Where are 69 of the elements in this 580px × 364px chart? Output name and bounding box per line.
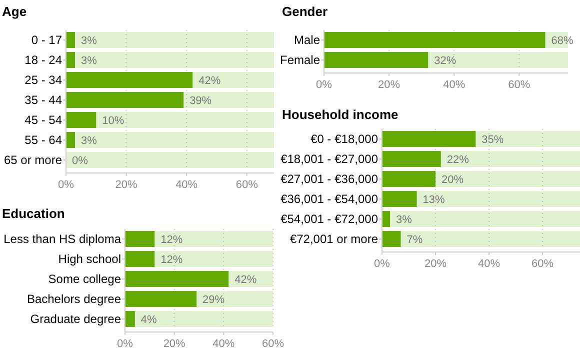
data-label: 12%: [160, 234, 183, 246]
x-tick-label: 20%: [163, 338, 186, 350]
y-tick-label: Some college: [48, 272, 122, 286]
x-tick-label: 60%: [508, 79, 530, 91]
chart-title: Gender: [282, 4, 328, 19]
x-tick-label: 20%: [378, 79, 400, 91]
x-tick-label: 40%: [443, 79, 466, 91]
data-label: 12%: [160, 254, 183, 266]
y-tick-label: 35 - 44: [24, 93, 62, 108]
y-tick-label: Less than HS diploma: [4, 232, 122, 246]
y-tick-label: 65 or more: [4, 153, 62, 168]
y-tick-label: €36,001 - €54,000: [280, 192, 378, 206]
data-label: 42%: [234, 274, 257, 286]
x-tick-label: 0%: [316, 79, 332, 91]
x-tick-label: 60%: [236, 179, 258, 191]
bar: [125, 231, 155, 247]
y-tick-label: Graduate degree: [30, 312, 122, 326]
data-label: 42%: [198, 74, 221, 87]
y-tick-label: Male: [294, 33, 320, 48]
bar: [382, 191, 417, 207]
data-label: 22%: [446, 154, 470, 166]
x-tick-label: 0%: [374, 258, 390, 270]
data-label: 3%: [396, 214, 412, 226]
bar: [66, 52, 76, 68]
y-tick-label: 0 - 17: [31, 33, 62, 48]
data-label: 3%: [81, 54, 98, 67]
chart-title: Education: [2, 206, 65, 221]
y-tick-label: €27,001 - €36,000: [280, 172, 378, 186]
y-tick-label: €54,001 - €72,000: [280, 212, 378, 226]
bar: [66, 32, 76, 48]
data-label: 4%: [140, 314, 157, 326]
x-tick-label: 60%: [262, 338, 284, 350]
y-tick-label: €72,001 or more: [290, 232, 378, 246]
chart-title: Age: [2, 4, 27, 19]
data-label: 3%: [81, 34, 98, 47]
x-tick-label: 0%: [58, 179, 74, 191]
data-label: 35%: [482, 134, 504, 146]
data-label: 10%: [102, 114, 124, 127]
bar: [66, 112, 96, 128]
x-tick-label: 40%: [176, 179, 198, 191]
x-tick-label: 40%: [212, 338, 235, 350]
bar: [382, 231, 401, 247]
data-label: 13%: [422, 194, 446, 206]
data-label: 3%: [81, 134, 98, 147]
data-label: 32%: [434, 54, 456, 67]
bar: [125, 251, 155, 267]
x-tick-label: 40%: [478, 258, 500, 270]
y-tick-label: 18 - 24: [24, 53, 62, 68]
y-tick-label: Bachelors degree: [26, 292, 122, 306]
data-label: 0%: [72, 154, 88, 167]
bar: [125, 311, 135, 327]
y-tick-label: Female: [280, 53, 320, 68]
data-label: 29%: [202, 294, 225, 306]
data-label: 39%: [190, 94, 212, 107]
y-tick-label: €0 - €18,000: [310, 132, 378, 146]
bar: [66, 132, 76, 148]
y-tick-label: 25 - 34: [24, 73, 62, 88]
y-tick-label: 45 - 54: [24, 113, 62, 128]
data-label: 7%: [406, 234, 423, 246]
x-tick-label: 60%: [532, 258, 554, 270]
data-label: 68%: [551, 34, 574, 47]
y-tick-label: High school: [58, 252, 121, 266]
chart-title: Household income: [282, 107, 398, 122]
x-tick-label: 20%: [115, 179, 138, 191]
x-tick-label: 20%: [424, 258, 447, 270]
x-tick-label: 0%: [117, 338, 134, 350]
y-tick-label: 55 - 64: [24, 133, 62, 148]
y-tick-label: €18,001 - €27,000: [280, 152, 378, 166]
bar: [382, 211, 390, 227]
